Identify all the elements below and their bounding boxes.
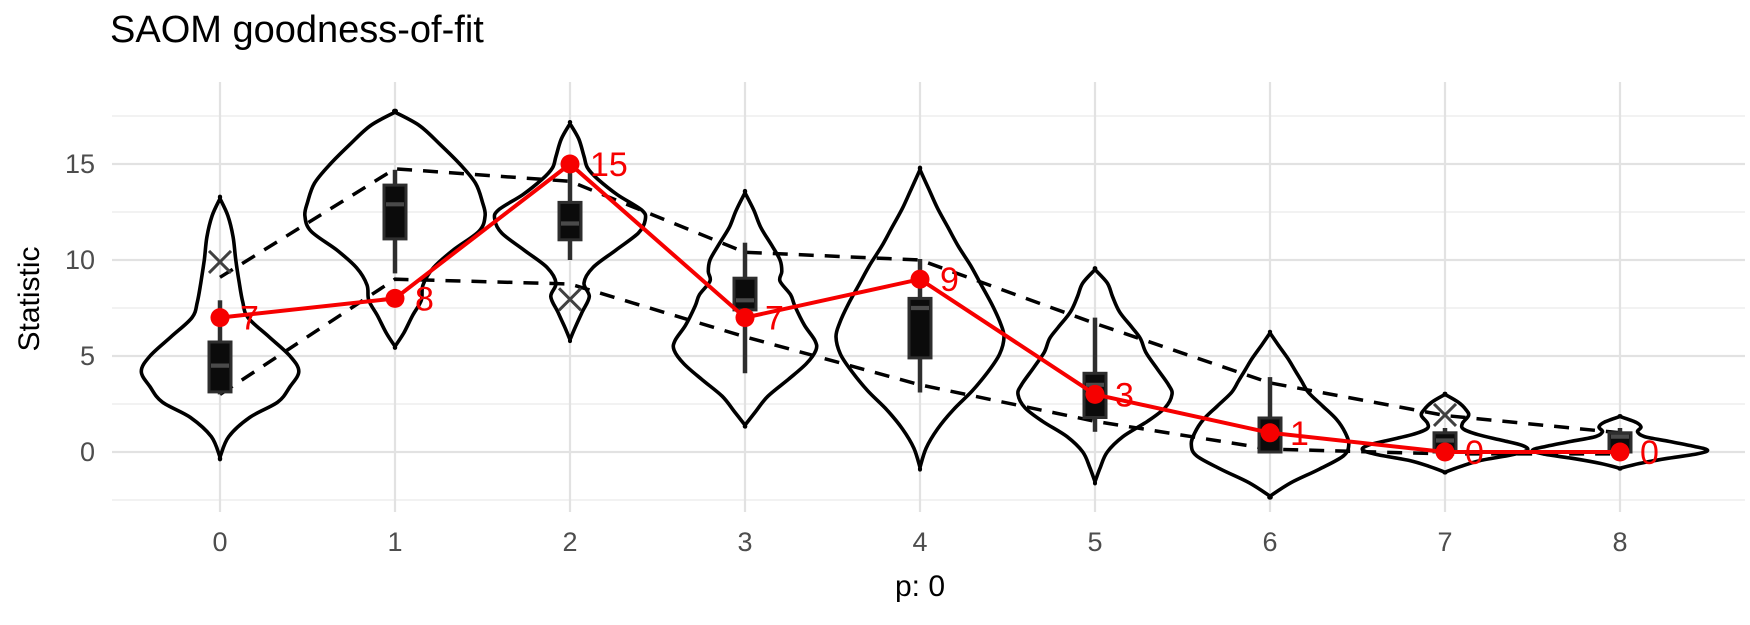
observed-series: 7 8 15 7 9 3 1 0 0 — [210, 146, 1659, 472]
observed-label-8: 0 — [1640, 434, 1659, 472]
observed-point-4 — [910, 269, 930, 289]
observed-label-2: 15 — [590, 146, 628, 184]
x-tick-label: 8 — [1612, 527, 1627, 557]
observed-label-6: 1 — [1290, 415, 1309, 453]
violin-1 — [302, 108, 488, 350]
observed-label-3: 7 — [765, 300, 784, 338]
observed-label-1: 8 — [415, 280, 434, 318]
x-tick-label: 3 — [737, 527, 752, 557]
plot-title: SAOM goodness-of-fit — [110, 9, 484, 51]
violin-8 — [1530, 413, 1710, 471]
violins — [139, 108, 1710, 500]
violin-2 — [492, 119, 648, 344]
observed-label-7: 0 — [1465, 434, 1484, 472]
observed-point-8 — [1610, 442, 1630, 462]
outlier-x-icon — [557, 287, 583, 312]
x-axis-title: p: 0 — [894, 570, 946, 603]
envelope-lower — [219, 277, 1620, 456]
observed-label-5: 3 — [1115, 376, 1134, 414]
outlier-x-icon — [207, 249, 233, 274]
violin-5 — [1016, 266, 1174, 486]
envelope-lines — [219, 167, 1621, 456]
observed-label-4: 9 — [940, 261, 959, 299]
x-tick-label: 7 — [1437, 527, 1452, 557]
box-1 — [382, 183, 408, 241]
envelope-upper — [219, 167, 1621, 435]
violin-0 — [139, 194, 301, 462]
y-axis-title: Statistic — [13, 246, 46, 352]
outlier-marks — [207, 249, 1458, 428]
y-tick-label: 5 — [80, 341, 95, 371]
observed-point-2 — [560, 154, 580, 174]
violin-7 — [1360, 391, 1530, 475]
observed-label-0: 7 — [240, 300, 259, 338]
observed-point-1 — [385, 288, 405, 308]
y-tick-label: 15 — [65, 149, 95, 179]
x-tick-label: 1 — [387, 527, 402, 557]
box-2 — [557, 200, 583, 242]
observed-point-7 — [1435, 442, 1455, 462]
box-3 — [732, 276, 758, 312]
x-tick-label: 6 — [1262, 527, 1277, 557]
y-tick-label: 0 — [80, 437, 95, 467]
outlier-x-icon — [1432, 402, 1458, 428]
observed-point-5 — [1085, 384, 1105, 404]
x-tick-label: 2 — [562, 527, 577, 557]
x-tick-label: 4 — [912, 527, 927, 557]
observed-point-6 — [1260, 423, 1280, 443]
box-4 — [907, 296, 933, 360]
observed-point-3 — [735, 308, 755, 328]
observed-point-0 — [210, 308, 230, 328]
violin-3 — [671, 188, 819, 429]
x-tick-label: 0 — [212, 527, 227, 557]
y-tick-label: 10 — [65, 245, 95, 275]
x-tick-label: 5 — [1087, 527, 1102, 557]
